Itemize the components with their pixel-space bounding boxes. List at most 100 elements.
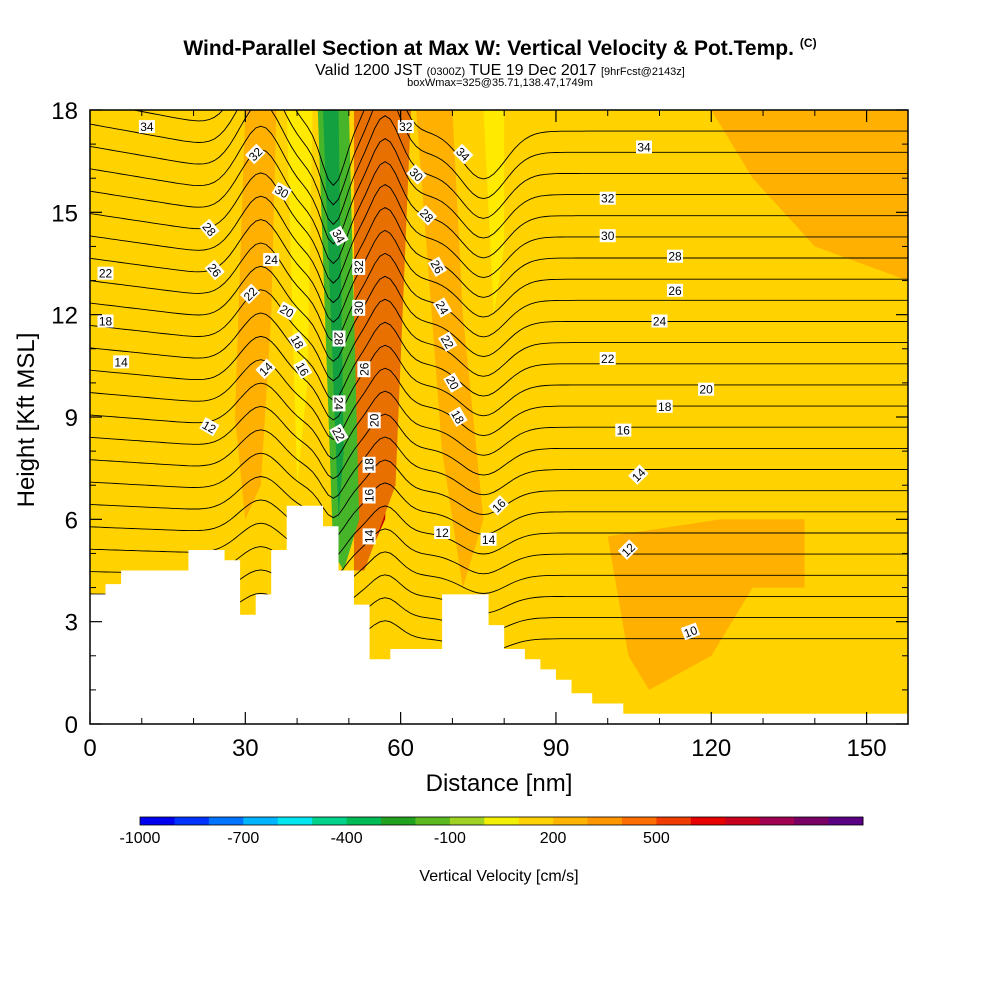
contour-label-text: 24 bbox=[653, 315, 667, 329]
contour-label: 14 bbox=[362, 528, 377, 545]
contour-label: 26 bbox=[667, 283, 683, 298]
y-tick-label: 6 bbox=[65, 507, 78, 534]
contour-label: 34 bbox=[329, 225, 349, 247]
contour-label: 18 bbox=[448, 406, 468, 427]
isentrope-20 bbox=[90, 382, 908, 460]
contour-label-text: 30 bbox=[352, 301, 366, 315]
contour-label-bg bbox=[448, 406, 468, 427]
contour-label-bg bbox=[276, 301, 298, 321]
x-tick-label: 60 bbox=[387, 735, 414, 762]
contour-label-bg bbox=[416, 205, 438, 226]
contour-label: 28 bbox=[416, 205, 438, 226]
contour-label-text: 34 bbox=[140, 120, 154, 134]
contour-label-bg bbox=[97, 266, 114, 280]
valid-prefix: Valid 1200 JST bbox=[315, 62, 423, 79]
colorbar-swatch bbox=[484, 817, 520, 825]
colorbar-tick-label: 200 bbox=[540, 830, 567, 847]
contour-label-bg bbox=[667, 283, 683, 297]
isentrope-27 bbox=[90, 219, 908, 323]
contour-label: 24 bbox=[651, 314, 668, 329]
isentrope-32 bbox=[90, 110, 908, 226]
chart-title-text: Wind-Parallel Section at Max W: Vertical… bbox=[183, 37, 794, 60]
isentrope-21 bbox=[90, 359, 908, 441]
contour-label-bg bbox=[332, 395, 346, 412]
contour-label-bg bbox=[357, 361, 371, 378]
contour-label: 24 bbox=[332, 395, 346, 412]
contour-label: 12 bbox=[434, 526, 451, 540]
contour-label: 16 bbox=[293, 358, 313, 380]
contour-label-text: 22 bbox=[438, 333, 457, 352]
contour-label: 14 bbox=[480, 532, 497, 547]
contour-label: 16 bbox=[615, 423, 632, 438]
contour-label-bg bbox=[287, 331, 308, 352]
colorbar-swatch bbox=[828, 817, 864, 825]
colorbar-tick-label: -100 bbox=[434, 830, 466, 847]
colorbar-swatch bbox=[518, 817, 554, 825]
chart-title: Wind-Parallel Section at Max W: Vertical… bbox=[0, 36, 1000, 61]
contour-label-text: 14 bbox=[482, 533, 496, 547]
contour-label-text: 30 bbox=[272, 182, 291, 201]
contour-label: 28 bbox=[667, 249, 683, 264]
isentrope-25 bbox=[90, 265, 908, 362]
x-tick-label: 90 bbox=[543, 735, 570, 762]
contour-label: 18 bbox=[656, 399, 673, 414]
isentrope-33 bbox=[90, 110, 908, 206]
contour-label: 18 bbox=[97, 314, 114, 329]
contour-label-bg bbox=[362, 487, 376, 504]
contour-label-bg bbox=[615, 423, 632, 437]
contour-label-bg bbox=[367, 412, 381, 429]
contour-label-bg bbox=[329, 225, 349, 247]
contour-label-text: 32 bbox=[601, 192, 615, 206]
contour-label-bg bbox=[438, 331, 458, 352]
contour-label: 16 bbox=[362, 487, 377, 504]
colorbar-swatch bbox=[690, 817, 726, 825]
colorbar-tick-label: -1000 bbox=[120, 830, 161, 847]
contour-label: 20 bbox=[276, 301, 298, 321]
y-tick-label: 3 bbox=[65, 610, 78, 637]
colorbar-swatch bbox=[587, 817, 623, 825]
contour-label: 26 bbox=[357, 361, 371, 378]
colorbar-swatch bbox=[725, 817, 761, 825]
contour-label-bg bbox=[599, 352, 616, 365]
contour-label-text: 24 bbox=[433, 299, 452, 318]
contour-label: 24 bbox=[263, 253, 280, 267]
isentrope-34 bbox=[131, 110, 908, 186]
contour-label-text: 10 bbox=[682, 623, 700, 641]
contour-label-text: 18 bbox=[99, 315, 113, 329]
box-info: boxWmax=325@35.71,138.47,1749m bbox=[407, 77, 593, 89]
contour-label-bg bbox=[617, 539, 639, 560]
contour-label-bg bbox=[680, 622, 701, 641]
axes: 0 30 60 90 120 150 0 3 6 9 12 15 18 bbox=[51, 98, 908, 762]
contour-label: 30 bbox=[271, 181, 293, 201]
y-tick-label: 0 bbox=[65, 712, 78, 739]
velocity-band-updraft-outer bbox=[354, 110, 411, 571]
colorbar-swatch bbox=[415, 817, 451, 825]
y-tick-label: 18 bbox=[51, 98, 78, 125]
contour-label: 32 bbox=[397, 120, 414, 134]
contour-label: 34 bbox=[636, 140, 652, 155]
valid-date: TUE 19 Dec 2017 bbox=[469, 62, 597, 79]
isentrope-31 bbox=[90, 125, 908, 245]
contour-label: 26 bbox=[427, 256, 447, 277]
isentrope-26 bbox=[90, 242, 908, 343]
contour-label: 30 bbox=[599, 229, 616, 243]
contour-label-text: 32 bbox=[352, 260, 366, 274]
contour-label-text: 24 bbox=[265, 253, 279, 267]
colorbar-swatch bbox=[759, 817, 795, 825]
contour-label-bg bbox=[97, 314, 114, 328]
isentrope-23 bbox=[90, 312, 908, 401]
contour-label-text: 32 bbox=[399, 120, 413, 134]
contour-label-text: 20 bbox=[277, 302, 296, 321]
contour-label-bg bbox=[427, 256, 447, 277]
velocity-band-weak-down-2 bbox=[483, 110, 505, 315]
contour-label-bg bbox=[138, 120, 155, 134]
contour-label-bg bbox=[329, 423, 349, 445]
isentrope-16 bbox=[90, 476, 908, 538]
velocity-band-weak-down-1 bbox=[286, 110, 313, 486]
isentrope-14 bbox=[90, 522, 908, 577]
contour-label: 24 bbox=[433, 297, 453, 318]
colorbar-tick-label: 500 bbox=[643, 830, 670, 847]
colorbar-swatch bbox=[243, 817, 279, 825]
contour-label-text: 34 bbox=[329, 227, 348, 246]
contour-label: 28 bbox=[332, 330, 346, 347]
